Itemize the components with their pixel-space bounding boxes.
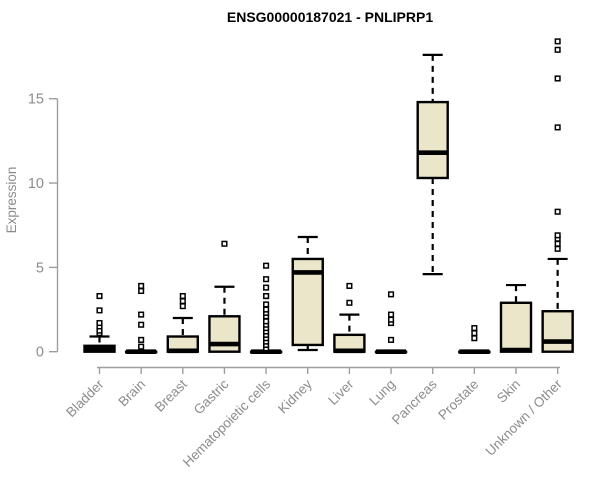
outlier-point: [138, 336, 145, 343]
y-tick-label: 0: [36, 345, 44, 361]
outlier-point: [263, 284, 270, 291]
x-tick-label: Lung: [366, 377, 398, 409]
iqr-box: [499, 301, 533, 353]
boxplot-liver: [333, 282, 366, 354]
outlier-point: [263, 318, 270, 325]
outlier-point: [138, 343, 145, 350]
outlier-point: [471, 325, 478, 332]
boxplot-gastric: [208, 240, 241, 353]
iqr-box: [416, 100, 449, 180]
outlier-point: [138, 311, 145, 318]
x-tick-label: Kidney: [275, 376, 315, 416]
x-tick-label: Skin: [494, 377, 523, 406]
boxplot-skin: [499, 283, 533, 353]
outlier-point: [138, 287, 145, 295]
outlier-point: [554, 232, 561, 239]
outlier-point: [179, 298, 186, 305]
outlier-point: [96, 292, 103, 300]
y-tick-label: 15: [28, 92, 44, 108]
x-tick-label: Gastric: [191, 376, 232, 417]
x-tick-label: Unknown / Other: [483, 376, 566, 459]
outlier-point: [263, 262, 270, 269]
boxplot-breast: [166, 292, 200, 354]
outlier-point: [221, 240, 228, 247]
outlier-point: [388, 336, 395, 343]
x-tick-label: Liver: [325, 376, 357, 408]
boxplot-kidney: [291, 235, 324, 352]
outlier-point: [554, 75, 561, 82]
boxplot-lung: [374, 291, 408, 355]
outlier-point: [471, 330, 478, 337]
y-tick-label: 10: [28, 176, 44, 192]
boxplot-bladder: [83, 292, 116, 353]
x-tick-label: Bladder: [63, 376, 107, 420]
boxplot-unknown-other: [541, 38, 574, 353]
x-tick-label: Breast: [152, 376, 190, 414]
outlier-point: [471, 335, 478, 342]
outlier-point: [96, 319, 103, 327]
outlier-point: [138, 321, 145, 328]
x-tick-label: Prostate: [435, 377, 481, 423]
outlier-point: [263, 276, 270, 283]
outlier-point: [554, 208, 561, 215]
boxplot-prostate: [458, 325, 491, 355]
outlier-point: [388, 316, 395, 323]
boxplot-pancreas: [416, 53, 449, 276]
y-axis: 0 5 10 15 Expression: [4, 92, 59, 361]
outlier-point: [263, 301, 270, 308]
outlier-point: [179, 292, 186, 300]
x-tick-label: Brain: [115, 377, 148, 410]
outlier-point: [554, 46, 561, 53]
outlier-point: [388, 311, 395, 318]
outlier-point: [554, 245, 561, 252]
boxplot-brain: [124, 282, 158, 355]
y-axis-title: Expression: [4, 167, 19, 234]
outlier-point: [263, 292, 270, 300]
outlier-point: [179, 303, 186, 310]
outlier-point: [554, 124, 561, 131]
outlier-point: [138, 282, 145, 289]
boxplot-hematopoietic-cells: [249, 262, 283, 355]
outlier-point: [346, 282, 353, 289]
outlier-point: [263, 306, 270, 313]
iqr-box: [541, 310, 574, 353]
y-tick-label: 5: [36, 260, 44, 276]
outlier-point: [554, 38, 561, 45]
outlier-point: [554, 240, 561, 247]
outlier-point: [346, 299, 353, 306]
outlier-point: [388, 291, 395, 298]
chart-title: ENSG00000187021 - PNLIPRP1: [226, 9, 434, 25]
outlier-point: [96, 307, 103, 314]
x-tick-label: Pancreas: [389, 376, 440, 427]
